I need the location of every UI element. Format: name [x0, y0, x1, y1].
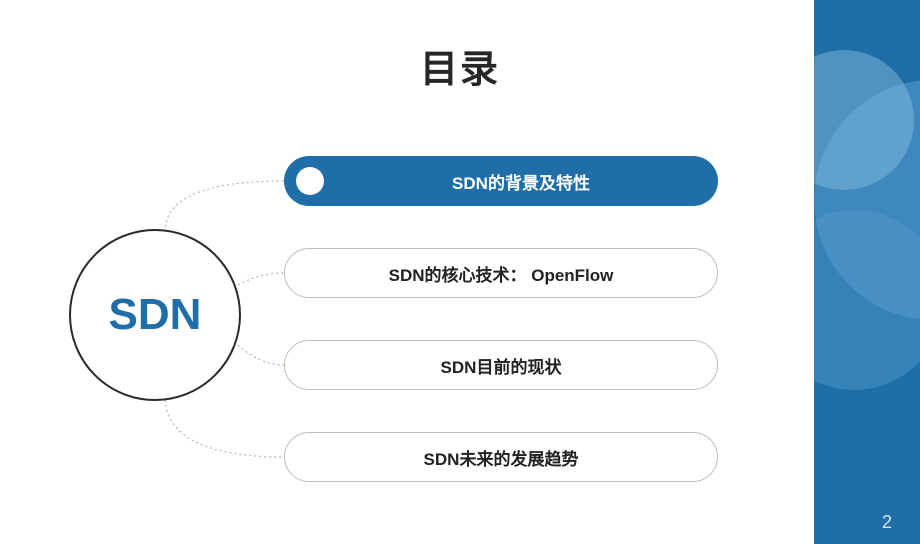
toc-item-label: SDN未来的发展趋势 — [285, 445, 717, 470]
toc-item-label: SDN目前的现状 — [285, 353, 717, 378]
toc-item-3[interactable]: SDN未来的发展趋势 — [284, 432, 718, 482]
connector-1 — [238, 273, 284, 285]
center-circle: SDN — [69, 229, 241, 401]
connector-2 — [238, 345, 284, 365]
center-label: SDN — [109, 290, 202, 340]
slide: 目录 SDN SDN的背景及特性SDN的核心技术： OpenFlowSDN目前的… — [0, 0, 920, 544]
decorative-sidebar — [814, 0, 920, 544]
toc-item-label: SDN的背景及特性 — [324, 169, 718, 194]
connector-3 — [165, 395, 284, 457]
page-number: 2 — [882, 512, 892, 533]
toc-item-0[interactable]: SDN的背景及特性 — [284, 156, 718, 206]
toc-item-label: SDN的核心技术： OpenFlow — [285, 261, 717, 286]
active-bullet-icon — [296, 167, 324, 195]
connector-0 — [165, 181, 284, 232]
toc-item-2[interactable]: SDN目前的现状 — [284, 340, 718, 390]
toc-item-1[interactable]: SDN的核心技术： OpenFlow — [284, 248, 718, 298]
